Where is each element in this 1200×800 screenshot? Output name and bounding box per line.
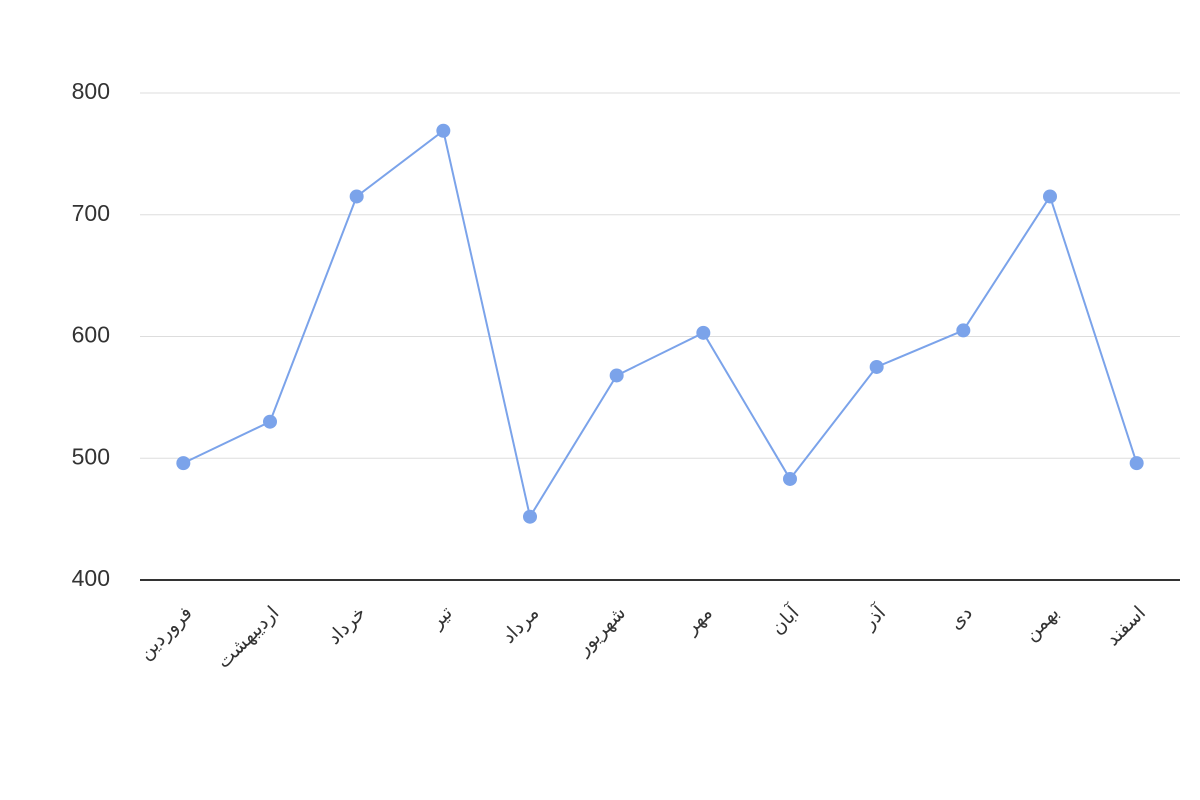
- point: [436, 123, 451, 138]
- point: [696, 325, 711, 340]
- x-tick-label: دی: [945, 602, 977, 634]
- y-tick-label: 600: [72, 322, 110, 348]
- point: [956, 323, 971, 338]
- x-tick-label: آذر: [856, 600, 890, 634]
- x-tick-label: آبان: [765, 600, 804, 639]
- point: [349, 189, 364, 204]
- x-tick-label: اردیبهشت: [212, 602, 283, 673]
- point: [869, 359, 884, 374]
- point: [783, 471, 797, 486]
- x-tick-label: مهر: [680, 602, 717, 639]
- point: [1129, 456, 1144, 471]
- x-tick-label: فروردین: [134, 602, 196, 664]
- y-tick-label: 700: [72, 200, 110, 226]
- y-tick-label: 400: [72, 565, 110, 591]
- line: [182, 129, 1138, 520]
- point: [523, 509, 537, 524]
- x-tick-label: مرداد: [498, 602, 544, 648]
- x-tick-label: خرداد: [323, 602, 370, 649]
- x-tick-label: بهمن: [1020, 602, 1063, 645]
- x-tick-label: تیر: [425, 602, 456, 633]
- point: [1043, 189, 1057, 204]
- point: [176, 456, 191, 471]
- point: [263, 414, 277, 429]
- x-tick-label: شهریور: [572, 602, 630, 660]
- y-tick-label: 500: [72, 443, 110, 469]
- x-tick-label: اسفند: [1102, 602, 1150, 650]
- y-tick-label: 800: [72, 78, 110, 104]
- point: [609, 368, 624, 383]
